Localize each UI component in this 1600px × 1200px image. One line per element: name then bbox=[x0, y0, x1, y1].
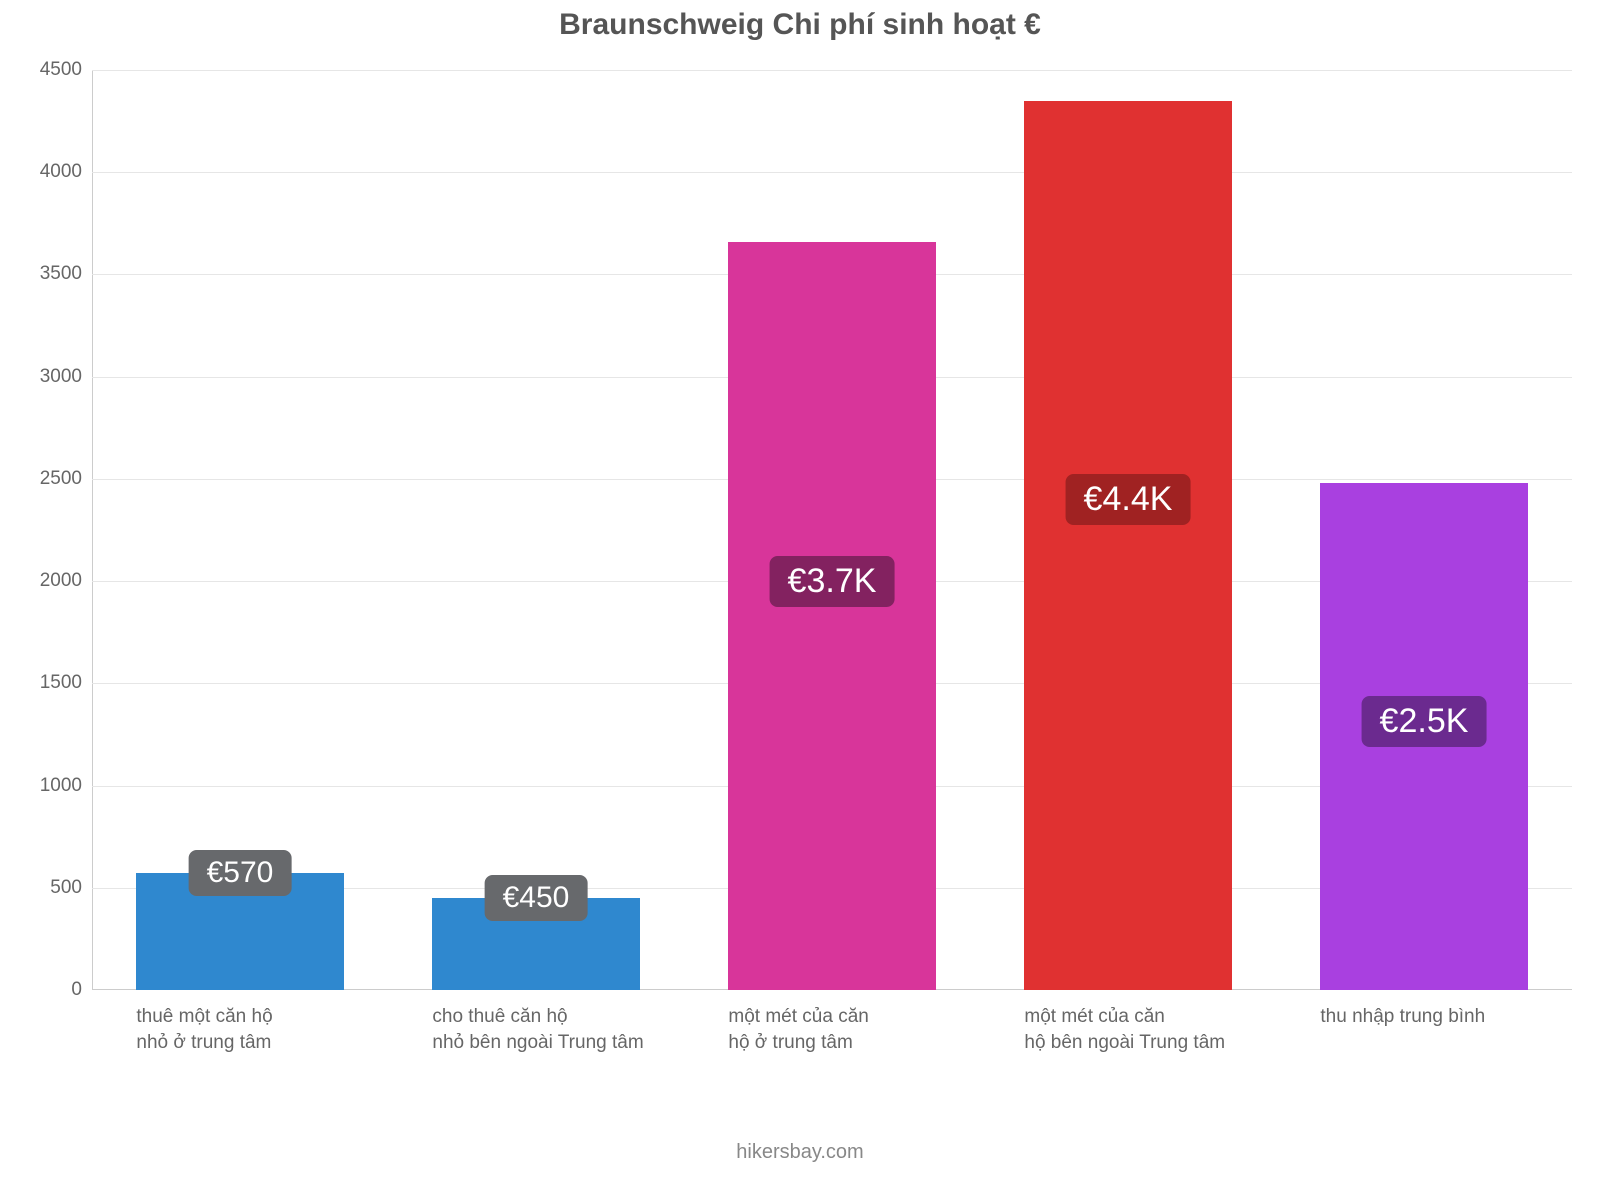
x-category-label: thuê một căn hộnhỏ ở trung tâm bbox=[136, 990, 432, 1055]
y-axis-line bbox=[92, 70, 93, 990]
y-tick-label: 500 bbox=[50, 877, 92, 899]
x-category-label: một mét của cănhộ ở trung tâm bbox=[728, 990, 1024, 1055]
chart-container: Braunschweig Chi phí sinh hoạt € 0500100… bbox=[0, 0, 1600, 1200]
bar-value-badge: €2.5K bbox=[1362, 696, 1487, 747]
bar-value-badge: €570 bbox=[189, 850, 292, 896]
bar: €570 bbox=[136, 873, 343, 990]
source-text: hikersbay.com bbox=[0, 1141, 1600, 1164]
bar: €2.5K bbox=[1320, 483, 1527, 990]
x-category-label: thu nhập trung bình bbox=[1320, 990, 1600, 1030]
bar: €4.4K bbox=[1024, 101, 1231, 990]
y-tick-label: 3500 bbox=[40, 263, 92, 285]
y-tick-label: 3000 bbox=[40, 366, 92, 388]
y-tick-label: 0 bbox=[71, 979, 92, 1001]
plot-area: 050010001500200025003000350040004500€570… bbox=[92, 70, 1572, 990]
chart-title: Braunschweig Chi phí sinh hoạt € bbox=[0, 8, 1600, 42]
bar-value-badge: €3.7K bbox=[770, 556, 895, 607]
y-tick-label: 1500 bbox=[40, 672, 92, 694]
bar: €450 bbox=[432, 898, 639, 990]
y-tick-label: 4000 bbox=[40, 161, 92, 183]
bar: €3.7K bbox=[728, 242, 935, 990]
gridline bbox=[92, 70, 1572, 71]
x-category-label: cho thuê căn hộnhỏ bên ngoài Trung tâm bbox=[432, 990, 728, 1055]
bar-value-badge: €450 bbox=[485, 875, 588, 921]
y-tick-label: 1000 bbox=[40, 775, 92, 797]
x-category-label: một mét của cănhộ bên ngoài Trung tâm bbox=[1024, 990, 1320, 1055]
bar-value-badge: €4.4K bbox=[1066, 474, 1191, 525]
y-tick-label: 2500 bbox=[40, 468, 92, 490]
gridline bbox=[92, 172, 1572, 173]
y-tick-label: 4500 bbox=[40, 59, 92, 81]
y-tick-label: 2000 bbox=[40, 570, 92, 592]
